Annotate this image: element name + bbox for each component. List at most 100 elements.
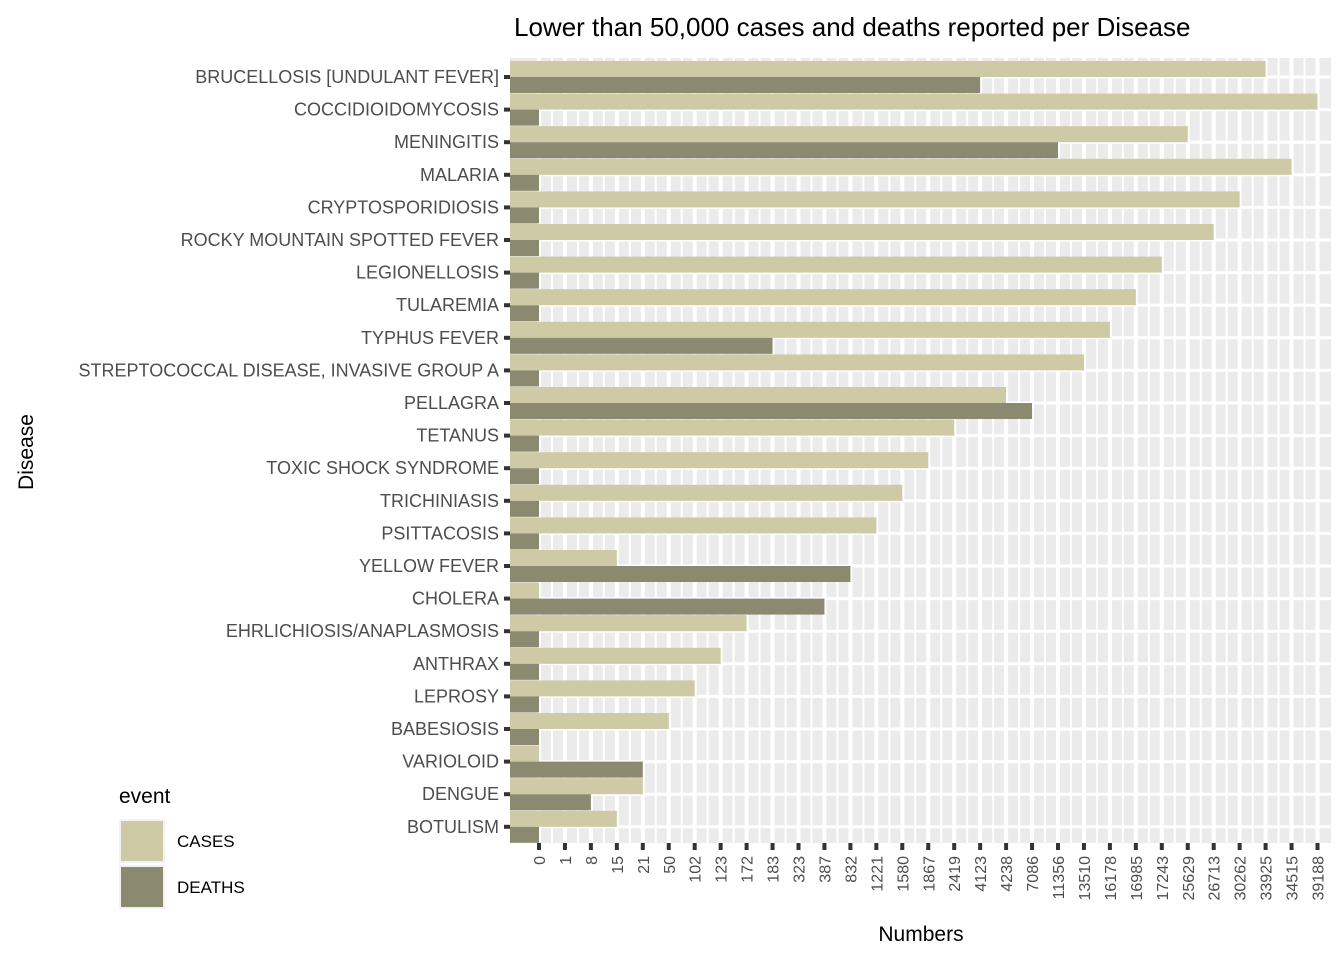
bar-cases xyxy=(510,745,539,762)
y-tick-label: BOTULISM xyxy=(407,817,499,837)
y-tick-label: STREPTOCOCCAL DISEASE, INVASIVE GROUP A xyxy=(79,360,499,380)
chart-title: Lower than 50,000 cases and deaths repor… xyxy=(514,12,1190,42)
bar-deaths xyxy=(510,305,539,322)
y-tick-label: LEGIONELLOSIS xyxy=(356,263,499,283)
x-tick-label: 15 xyxy=(610,856,627,874)
bar-cases xyxy=(510,550,617,566)
bar-cases xyxy=(510,354,1084,371)
x-tick-label: 1580 xyxy=(895,856,912,892)
x-tick-label: 50 xyxy=(662,856,679,874)
x-axis: 0 1 8 15 21 50 102 123 172 183 323 387 832 1221 1580 18… xyxy=(532,843,1328,901)
y-tick-label: BRUCELLOSIS [UNDULANT FEVER] xyxy=(195,67,499,87)
bar-deaths xyxy=(510,142,1058,159)
bar-deaths xyxy=(510,435,539,452)
bar-cases xyxy=(510,680,695,697)
bar-deaths xyxy=(510,566,851,582)
bar-cases xyxy=(510,289,1136,306)
bar-deaths xyxy=(510,240,539,256)
bar-cases xyxy=(510,321,1110,338)
bar-deaths xyxy=(510,696,539,713)
x-tick-label: 30262 xyxy=(1233,856,1250,901)
x-tick-label: 16985 xyxy=(1129,856,1146,901)
bar-cases xyxy=(510,778,643,795)
x-tick-label: 123 xyxy=(714,856,731,883)
x-tick-label: 21 xyxy=(636,856,653,874)
x-tick-label: 16178 xyxy=(1103,856,1120,901)
bar-deaths xyxy=(510,794,591,811)
y-axis: BRUCELLOSIS [UNDULANT FEVER] COCCIDIOIDOM… xyxy=(79,67,510,837)
y-tick-label: DENGUE xyxy=(422,784,499,804)
y-tick-label: CRYPTOSPORIDIOSIS xyxy=(308,197,499,217)
bar-deaths xyxy=(510,729,539,745)
legend-label-cases: CASES xyxy=(177,832,235,851)
y-axis-title: Disease xyxy=(15,414,38,490)
bar-cases xyxy=(510,387,1007,403)
bar-deaths xyxy=(510,663,539,680)
bar-deaths xyxy=(510,174,539,191)
bar-deaths xyxy=(510,207,539,224)
x-tick-label: 8 xyxy=(584,856,601,865)
x-tick-label: 17243 xyxy=(1155,856,1172,901)
bar-cases xyxy=(510,61,1266,77)
y-tick-label: MENINGITIS xyxy=(394,132,499,152)
plot-panel xyxy=(510,58,1331,843)
x-tick-label: 1867 xyxy=(921,856,938,892)
x-tick-label: 13510 xyxy=(1077,856,1094,901)
bar-cases xyxy=(510,224,1214,240)
y-tick-label: TETANUS xyxy=(416,426,499,446)
x-tick-label: 387 xyxy=(817,856,834,883)
bar-deaths xyxy=(510,337,773,354)
bar-deaths xyxy=(510,272,539,289)
x-tick-label: 11356 xyxy=(1051,856,1068,899)
y-tick-label: TULAREMIA xyxy=(396,295,499,315)
legend-key-cases xyxy=(121,821,163,861)
y-tick-label: MALARIA xyxy=(420,165,499,185)
bar-deaths xyxy=(510,370,539,387)
x-tick-label: 25629 xyxy=(1181,856,1198,901)
bar-cases xyxy=(510,93,1318,110)
x-tick-label: 7086 xyxy=(1025,856,1042,892)
bar-cases xyxy=(510,582,539,599)
x-tick-label: 102 xyxy=(688,856,705,883)
x-tick-label: 0 xyxy=(532,856,549,865)
x-tick-label: 172 xyxy=(740,856,757,883)
bar-cases xyxy=(510,126,1188,143)
bar-deaths xyxy=(510,631,539,648)
x-tick-label: 2419 xyxy=(947,856,964,892)
bar-cases xyxy=(510,713,669,729)
bar-cases xyxy=(510,647,721,664)
x-tick-label: 26713 xyxy=(1207,856,1224,901)
x-tick-label: 4123 xyxy=(973,856,990,892)
y-tick-label: VARIOLOID xyxy=(402,752,499,772)
bar-cases xyxy=(510,256,1162,273)
y-tick-label: PELLAGRA xyxy=(404,393,499,413)
bar-deaths xyxy=(510,500,539,517)
bar-deaths xyxy=(510,468,539,485)
legend-key-deaths xyxy=(121,867,163,907)
bar-deaths xyxy=(510,533,539,550)
bar-cases xyxy=(510,810,617,827)
bar-deaths xyxy=(510,826,539,843)
x-tick-label: 33925 xyxy=(1259,856,1276,901)
legend: event CASES DEATHS xyxy=(119,785,245,909)
bar-cases xyxy=(510,191,1240,208)
x-tick-label: 183 xyxy=(766,856,783,883)
legend-title: event xyxy=(119,785,171,808)
y-tick-label: TYPHUS FEVER xyxy=(361,328,499,348)
x-tick-label: 4238 xyxy=(999,856,1016,892)
y-tick-label: YELLOW FEVER xyxy=(359,556,499,576)
x-tick-label: 1 xyxy=(558,856,575,865)
y-tick-label: COCCIDIOIDOMYCOSIS xyxy=(294,100,499,120)
bar-cases xyxy=(510,484,903,501)
y-tick-label: CHOLERA xyxy=(412,589,499,609)
bar-deaths xyxy=(510,77,981,93)
y-tick-label: TOXIC SHOCK SYNDROME xyxy=(266,458,499,478)
y-tick-label: PSITTACOSIS xyxy=(381,523,499,543)
bar-deaths xyxy=(510,109,539,126)
bar-cases xyxy=(510,419,955,436)
y-tick-label: ANTHRAX xyxy=(413,654,499,674)
bars xyxy=(510,61,1318,843)
bar-deaths xyxy=(510,403,1033,419)
bar-cases xyxy=(510,615,747,632)
